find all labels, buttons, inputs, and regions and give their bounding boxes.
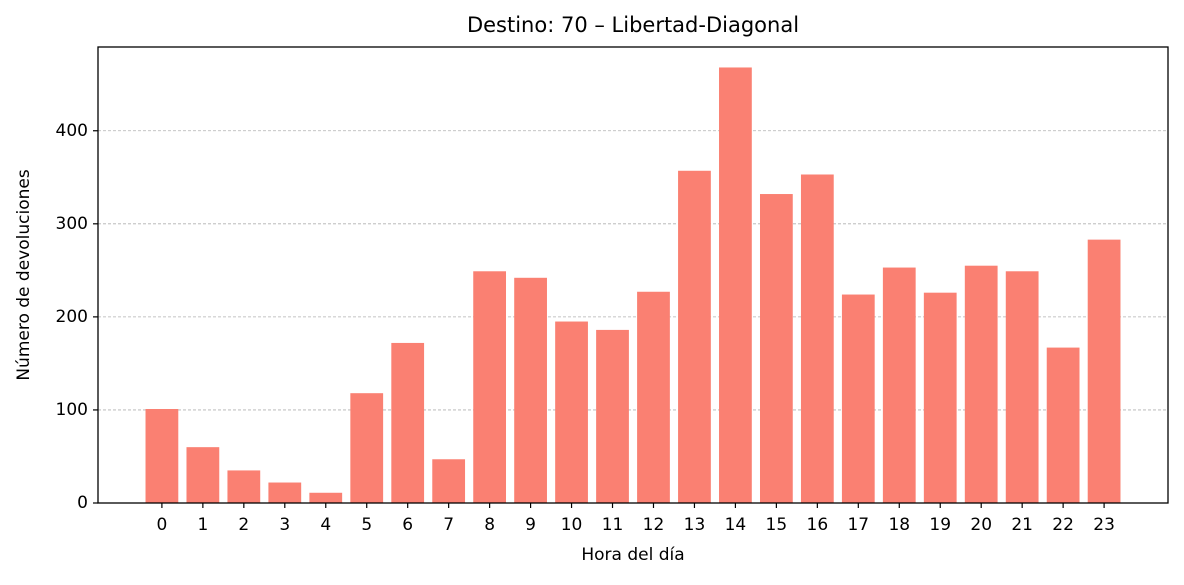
bar bbox=[719, 67, 752, 503]
x-tick-label: 6 bbox=[402, 515, 413, 535]
x-tick-label: 8 bbox=[484, 515, 495, 535]
bar bbox=[227, 470, 261, 503]
x-tick-label: 11 bbox=[602, 515, 624, 535]
chart-title: Destino: 70 – Libertad-Diagonal bbox=[467, 13, 799, 37]
x-axis-label: Hora del día bbox=[581, 545, 684, 565]
y-axis-label: Número de devoluciones bbox=[14, 169, 34, 380]
x-tick-label: 21 bbox=[1011, 515, 1033, 535]
x-tick-label: 1 bbox=[197, 515, 208, 535]
x-tick-label: 16 bbox=[807, 515, 829, 535]
x-tick-label: 23 bbox=[1093, 515, 1115, 535]
y-tick-label: 400 bbox=[56, 121, 88, 141]
x-tick-label: 13 bbox=[684, 515, 706, 535]
bar bbox=[882, 267, 916, 503]
x-tick-label: 20 bbox=[970, 515, 992, 535]
bar bbox=[555, 321, 588, 503]
bar bbox=[145, 409, 179, 503]
x-tick-label: 17 bbox=[847, 515, 869, 535]
bar bbox=[759, 194, 793, 503]
x-tick-label: 4 bbox=[320, 515, 331, 535]
bar bbox=[309, 492, 343, 503]
x-tick-label: 10 bbox=[561, 515, 583, 535]
bar bbox=[678, 170, 711, 503]
bar bbox=[350, 393, 384, 503]
x-tick-label: 2 bbox=[238, 515, 249, 535]
x-tick-label: 14 bbox=[725, 515, 747, 535]
bar bbox=[841, 294, 875, 503]
bar bbox=[268, 482, 302, 503]
x-tick-label: 15 bbox=[766, 515, 788, 535]
bar bbox=[1005, 271, 1039, 503]
y-tick-label: 200 bbox=[56, 307, 88, 327]
bar bbox=[1046, 347, 1080, 503]
x-tick-label: 3 bbox=[279, 515, 290, 535]
y-tick-label: 300 bbox=[56, 214, 88, 234]
axes-frame bbox=[97, 46, 1169, 504]
bar bbox=[964, 265, 998, 503]
bar bbox=[186, 447, 220, 503]
x-tick-label: 5 bbox=[361, 515, 372, 535]
bar bbox=[923, 292, 957, 503]
x-tick-label: 22 bbox=[1052, 515, 1074, 535]
x-tick-label: 7 bbox=[443, 515, 454, 535]
bar bbox=[473, 271, 507, 503]
x-tick-label: 12 bbox=[643, 515, 665, 535]
y-tick-label: 100 bbox=[56, 400, 88, 420]
y-tick-label: 0 bbox=[77, 493, 88, 513]
bar bbox=[596, 329, 629, 503]
x-tick-label: 18 bbox=[888, 515, 910, 535]
bar bbox=[800, 174, 834, 503]
bar bbox=[637, 291, 670, 503]
bar bbox=[1087, 239, 1121, 504]
bar bbox=[514, 277, 547, 503]
x-tick-label: 9 bbox=[525, 515, 536, 535]
bar bbox=[391, 342, 425, 503]
bar bbox=[432, 459, 466, 503]
x-tick-label: 0 bbox=[156, 515, 167, 535]
x-tick-label: 19 bbox=[929, 515, 951, 535]
